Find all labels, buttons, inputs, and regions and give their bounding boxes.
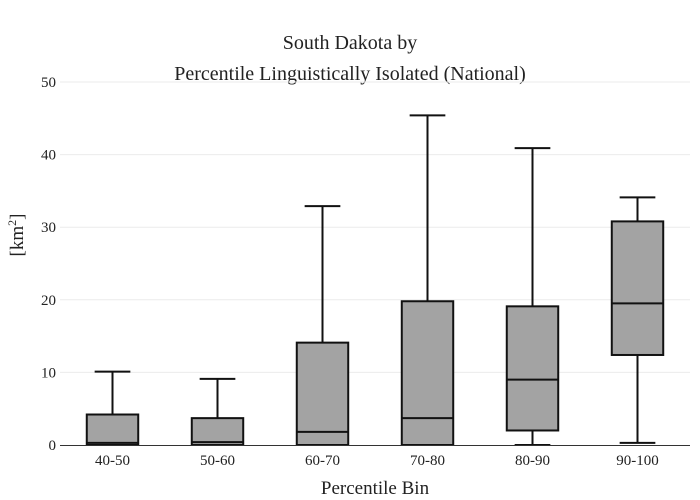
y-tick-label-40: 40	[41, 148, 56, 164]
box-70-80	[400, 114, 455, 447]
box-90-100	[610, 196, 665, 444]
y-axis-title-close: ]	[7, 214, 28, 220]
box-50-60	[190, 377, 245, 446]
x-axis-title: Percentile Bin	[321, 478, 430, 499]
y-tick-label-20: 20	[41, 293, 56, 309]
y-axis-title-sup: 2	[5, 220, 19, 226]
chart-title-line-1: South Dakota by	[283, 32, 417, 54]
x-tick-label-90-100: 90-100	[616, 453, 659, 469]
x-tick-label-40-50: 40-50	[95, 453, 130, 469]
iqr-box	[400, 300, 455, 447]
iqr-box	[85, 413, 140, 446]
y-axis-title: [km2]	[5, 214, 28, 257]
x-tick-label-80-90: 80-90	[515, 453, 550, 469]
boxes	[85, 114, 665, 447]
box-60-70	[295, 205, 350, 446]
box-40-50	[85, 370, 140, 446]
y-tick-label-10: 10	[41, 365, 56, 381]
y-axis-title-base: [km	[7, 226, 28, 257]
x-tick-label-60-70: 60-70	[305, 453, 340, 469]
y-tick-label-30: 30	[41, 220, 56, 236]
y-tick-label-0: 0	[49, 438, 57, 454]
x-tick-label-50-60: 50-60	[200, 453, 235, 469]
gridlines	[60, 81, 690, 373]
y-axis-ticks: 0 10 20 30 40 50	[41, 75, 56, 454]
iqr-box	[295, 341, 350, 446]
x-tick-label-70-80: 70-80	[410, 453, 445, 469]
x-axis-ticks: 40-50 50-60 60-70 70-80 80-90 90-100	[95, 453, 659, 469]
iqr-box	[190, 417, 245, 446]
y-tick-label-50: 50	[41, 75, 56, 91]
box-80-90	[505, 147, 560, 446]
chart-title-line-2: Percentile Linguistically Isolated (Nati…	[174, 63, 526, 85]
iqr-box	[505, 305, 560, 432]
iqr-box	[610, 220, 665, 356]
